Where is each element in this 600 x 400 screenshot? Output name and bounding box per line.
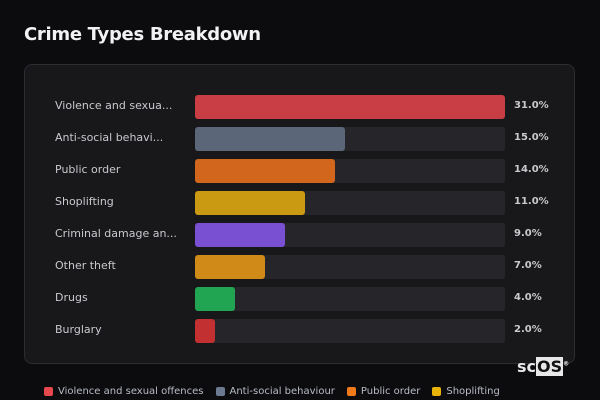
legend-swatch	[44, 387, 53, 396]
bar-row[interactable]: Drugs 4.0%	[25, 287, 574, 311]
bar-label: Criminal damage an...	[55, 227, 177, 240]
bar-value-label: 14.0%	[514, 164, 549, 175]
bar-row[interactable]: Other theft 7.0%	[25, 255, 574, 279]
bar-label: Other theft	[55, 259, 116, 272]
legend-label: Violence and sexual offences	[58, 386, 204, 397]
bar-label: Anti-social behavi...	[55, 131, 164, 144]
legend-item[interactable]: Violence and sexual offences	[44, 386, 204, 397]
bar-track	[195, 95, 505, 119]
bar[interactable]	[195, 287, 235, 311]
bar-label: Shoplifting	[55, 195, 114, 208]
bar-value-label: 4.0%	[514, 292, 542, 303]
bar-row[interactable]: Violence and sexua... 31.0%	[25, 95, 574, 119]
bar-value-label: 31.0%	[514, 100, 549, 111]
chart-title: Crime Types Breakdown	[24, 24, 261, 45]
bar-row[interactable]: Criminal damage an... 9.0%	[25, 223, 574, 247]
bar-label: Burglary	[55, 323, 102, 336]
bar-label: Violence and sexua...	[55, 99, 173, 112]
bar-value-label: 15.0%	[514, 132, 549, 143]
bar-track	[195, 191, 505, 215]
logo-text-boxed: OS	[536, 357, 564, 376]
bar-row[interactable]: Burglary 2.0%	[25, 319, 574, 343]
logo-text: sc	[517, 357, 537, 376]
bar[interactable]	[195, 159, 335, 183]
bar-value-label: 11.0%	[514, 196, 549, 207]
chart-legend: Violence and sexual offences Anti-social …	[44, 386, 500, 397]
bar[interactable]	[195, 95, 505, 119]
bar-value-label: 9.0%	[514, 228, 542, 239]
bar[interactable]	[195, 319, 215, 343]
legend-label: Anti-social behaviour	[229, 386, 335, 397]
bar-track	[195, 255, 505, 279]
bar-row[interactable]: Anti-social behavi... 15.0%	[25, 127, 574, 151]
logo-registered-mark: ®	[563, 360, 570, 368]
bar[interactable]	[195, 191, 305, 215]
legend-swatch	[432, 387, 442, 396]
bar[interactable]	[195, 255, 265, 279]
bar-row[interactable]: Shoplifting 11.0%	[25, 191, 574, 215]
legend-item[interactable]: Anti-social behaviour	[215, 386, 335, 397]
legend-item[interactable]: Shoplifting	[432, 386, 500, 397]
scos-logo: scOS®	[517, 357, 569, 376]
bar-track	[195, 223, 505, 247]
bar-value-label: 7.0%	[514, 260, 542, 271]
bar-row[interactable]: Public order 14.0%	[25, 159, 574, 183]
bar-track	[195, 319, 505, 343]
bar-value-label: 2.0%	[514, 324, 542, 335]
legend-label: Public order	[360, 386, 421, 397]
chart-card: Violence and sexua... 31.0% Anti-social be…	[24, 64, 575, 364]
bar-label: Drugs	[55, 291, 88, 304]
bar[interactable]	[195, 223, 285, 247]
bar-track	[195, 287, 505, 311]
bar-track	[195, 159, 505, 183]
legend-swatch	[215, 387, 225, 396]
bar-label: Public order	[55, 163, 121, 176]
bar[interactable]	[195, 127, 345, 151]
legend-swatch	[346, 387, 356, 396]
legend-label: Shoplifting	[446, 386, 500, 397]
bar-track	[195, 127, 505, 151]
legend-item[interactable]: Public order	[346, 386, 421, 397]
